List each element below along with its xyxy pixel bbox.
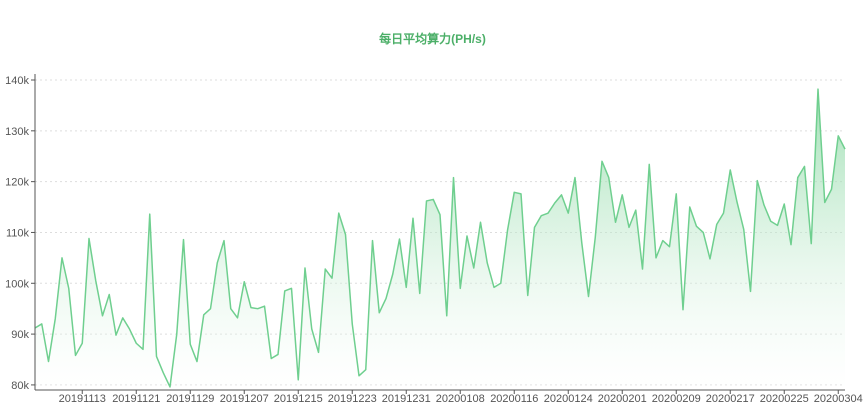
chart-title: 每日平均算力(PH/s) xyxy=(379,32,486,46)
x-tick-label: 20200201 xyxy=(598,393,647,405)
y-tick-label: 110k xyxy=(6,227,30,239)
x-tick-label: 20191223 xyxy=(328,393,377,405)
x-tick-label: 20191207 xyxy=(220,393,269,405)
x-tick-label: 20200217 xyxy=(706,393,755,405)
x-tick-label: 20200209 xyxy=(652,393,701,405)
x-tick-label: 20200225 xyxy=(760,393,809,405)
x-tick-label: 20191231 xyxy=(382,393,431,405)
y-axis-ticks: 80k 90k 100k 110k 120k 130k 140k xyxy=(5,75,35,392)
x-axis-ticks: 20191113 20191121 20191129 20191207 20191215… xyxy=(59,390,863,405)
series-area xyxy=(34,88,846,391)
x-tick-label: 20200304 xyxy=(814,393,863,405)
x-tick-label: 20191129 xyxy=(166,393,214,405)
y-tick-label: 130k xyxy=(5,126,29,138)
y-tick-label: 80k xyxy=(11,380,29,392)
y-tick-label: 90k xyxy=(11,329,29,341)
x-tick-label: 20200124 xyxy=(544,393,593,405)
x-tick-label: 20191113 xyxy=(59,393,106,405)
series-area-fill xyxy=(35,89,845,391)
x-tick-label: 20191121 xyxy=(112,393,160,405)
x-tick-label: 20200116 xyxy=(490,393,538,405)
y-tick-label: 140k xyxy=(5,75,29,87)
x-tick-label: 20191215 xyxy=(274,393,323,405)
series-line xyxy=(34,88,846,388)
y-tick-label: 120k xyxy=(5,177,29,189)
x-tick-label: 20200108 xyxy=(436,393,485,405)
y-tick-label: 100k xyxy=(5,278,29,290)
